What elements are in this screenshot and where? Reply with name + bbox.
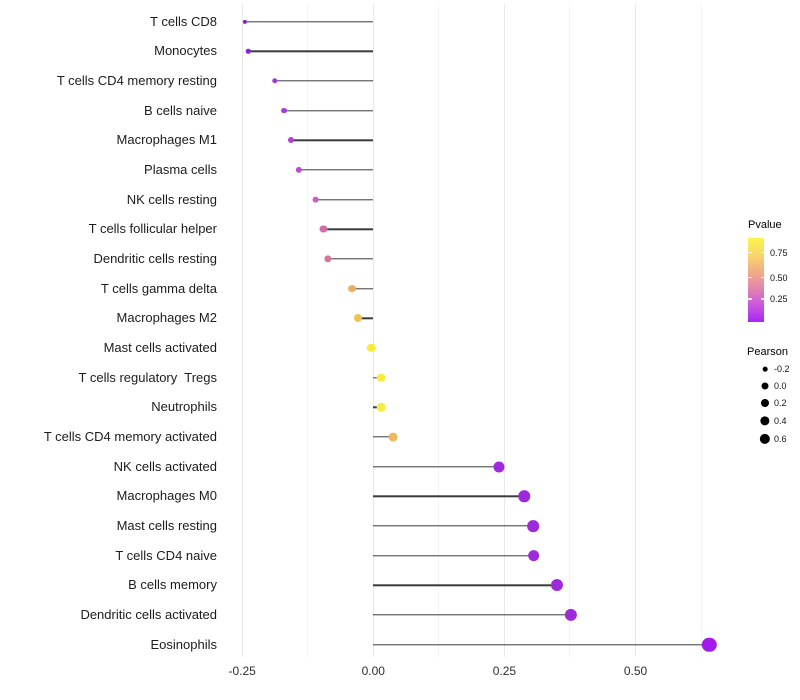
lollipop-stem xyxy=(351,287,374,290)
lollipop-dot xyxy=(527,549,540,562)
lollipop-stem xyxy=(323,228,374,230)
x-axis-tick-label: -0.25 xyxy=(228,664,256,678)
lollipop-stem xyxy=(357,317,374,319)
y-axis-label: B cells memory xyxy=(128,577,217,593)
minor-gridline xyxy=(569,4,571,657)
major-gridline xyxy=(635,4,636,657)
lollipop-stem xyxy=(298,169,374,171)
lollipop-stem xyxy=(373,584,558,586)
colorbar-tick-mark xyxy=(748,251,752,254)
lollipop-stem xyxy=(284,109,374,112)
lollipop-dot xyxy=(564,608,578,622)
pearson-legend-label: 0.0 xyxy=(774,380,787,391)
pearson-legend-dot xyxy=(762,366,768,372)
lollipop-stem xyxy=(274,80,374,82)
x-axis-tick-label: 0.50 xyxy=(623,664,648,678)
lollipop-stem xyxy=(373,525,534,527)
lollipop-dot xyxy=(376,373,386,382)
y-axis-label: T cells CD4 naive xyxy=(115,547,217,563)
lollipop-dot xyxy=(312,196,320,203)
y-axis-label: Macrophages M2 xyxy=(116,310,217,326)
lollipop-dot xyxy=(295,166,302,174)
lollipop-dot xyxy=(518,490,531,502)
y-axis-label: Dendritic cells resting xyxy=(93,250,217,266)
pearson-legend-title: Pearson xyxy=(747,346,788,358)
colorbar-tick-mark xyxy=(760,251,764,254)
pvalue-tick-label: 0.50 xyxy=(770,272,788,283)
lollipop-dot xyxy=(242,19,247,24)
lollipop-dot xyxy=(376,402,386,412)
y-axis-label: Dendritic cells activated xyxy=(80,606,217,622)
y-axis-label: B cells naive xyxy=(144,102,217,118)
pearson-legend-label: 0.2 xyxy=(774,398,787,409)
major-gridline xyxy=(372,4,374,657)
lollipop-dot xyxy=(319,225,328,233)
lollipop-dot xyxy=(551,579,564,592)
lollipop-stem xyxy=(327,258,374,260)
lollipop-stem xyxy=(244,20,374,23)
colorbar-tick-mark xyxy=(760,298,764,300)
x-axis-tick-label: 0.00 xyxy=(361,664,385,678)
lollipop-stem xyxy=(373,554,534,557)
y-axis-label: T cells CD8 xyxy=(150,13,217,29)
lollipop-dot xyxy=(702,637,717,652)
major-gridline xyxy=(503,4,505,657)
pearson-legend-dot xyxy=(761,382,769,390)
minor-gridline xyxy=(438,4,440,657)
y-axis-label: Eosinophils xyxy=(150,636,218,652)
y-axis-label: T cells follicular helper xyxy=(88,221,217,237)
lollipop-dot xyxy=(281,107,288,114)
lollipop-stem xyxy=(315,198,374,201)
y-axis-label: NK cells resting xyxy=(126,191,217,207)
colorbar-tick-mark xyxy=(760,277,764,279)
lollipop-stem xyxy=(373,465,500,468)
lollipop-dot xyxy=(527,520,540,532)
minor-gridline xyxy=(700,4,702,657)
minor-gridline xyxy=(307,4,309,657)
y-axis-label: Mast cells resting xyxy=(116,517,217,533)
y-axis-label: Macrophages M1 xyxy=(116,132,217,148)
pearson-legend-label: -0.2 xyxy=(774,364,790,375)
lollipop-dot xyxy=(347,284,356,293)
lollipop-dot xyxy=(271,78,278,84)
pvalue-colorbar xyxy=(748,238,764,322)
pearson-legend-dot xyxy=(760,416,770,426)
lollipop-dot xyxy=(493,461,505,473)
pvalue-legend-title: Pvalue xyxy=(748,219,782,231)
lollipop-stem xyxy=(373,643,710,646)
pearson-legend-label: 0.4 xyxy=(774,416,787,426)
lollipop-dot xyxy=(287,137,295,144)
pearson-legend-dot xyxy=(759,433,771,445)
x-axis-tick-label: 0.25 xyxy=(492,664,517,678)
y-axis-label: Neutrophils xyxy=(151,399,217,415)
colorbar-tick-mark xyxy=(748,298,752,300)
lollipop-dot xyxy=(246,48,251,54)
y-axis-label: Plasma cells xyxy=(144,161,217,177)
y-axis-label: T cells CD4 memory resting xyxy=(56,72,217,88)
lollipop-stem xyxy=(373,614,571,616)
y-axis-label: T cells gamma delta xyxy=(100,280,217,296)
pvalue-tick-label: 0.25 xyxy=(770,294,788,304)
pearson-legend-label: 0.6 xyxy=(774,434,787,444)
lollipop-dot xyxy=(367,343,376,353)
y-axis-label: Macrophages M0 xyxy=(116,488,217,504)
y-axis-label: Mast cells activated xyxy=(103,339,217,355)
pearson-legend-dot xyxy=(761,399,769,408)
y-axis-label: T cells regulatory Tregs xyxy=(78,369,217,385)
lollipop-stem xyxy=(373,436,393,438)
y-axis-label: NK cells activated xyxy=(113,458,217,474)
major-gridline xyxy=(241,4,243,657)
colorbar-tick-mark xyxy=(748,277,752,279)
lollipop-dot xyxy=(388,432,398,442)
y-axis-label: T cells CD4 memory activated xyxy=(43,428,217,444)
pvalue-tick-label: 0.75 xyxy=(770,247,788,258)
y-axis-label: Monocytes xyxy=(154,43,217,59)
lollipop-stem xyxy=(290,139,374,141)
lollipop-stem xyxy=(373,495,525,497)
lollipop-stem xyxy=(248,50,374,52)
lollipop-dot xyxy=(353,314,362,323)
lollipop-dot xyxy=(324,255,332,263)
